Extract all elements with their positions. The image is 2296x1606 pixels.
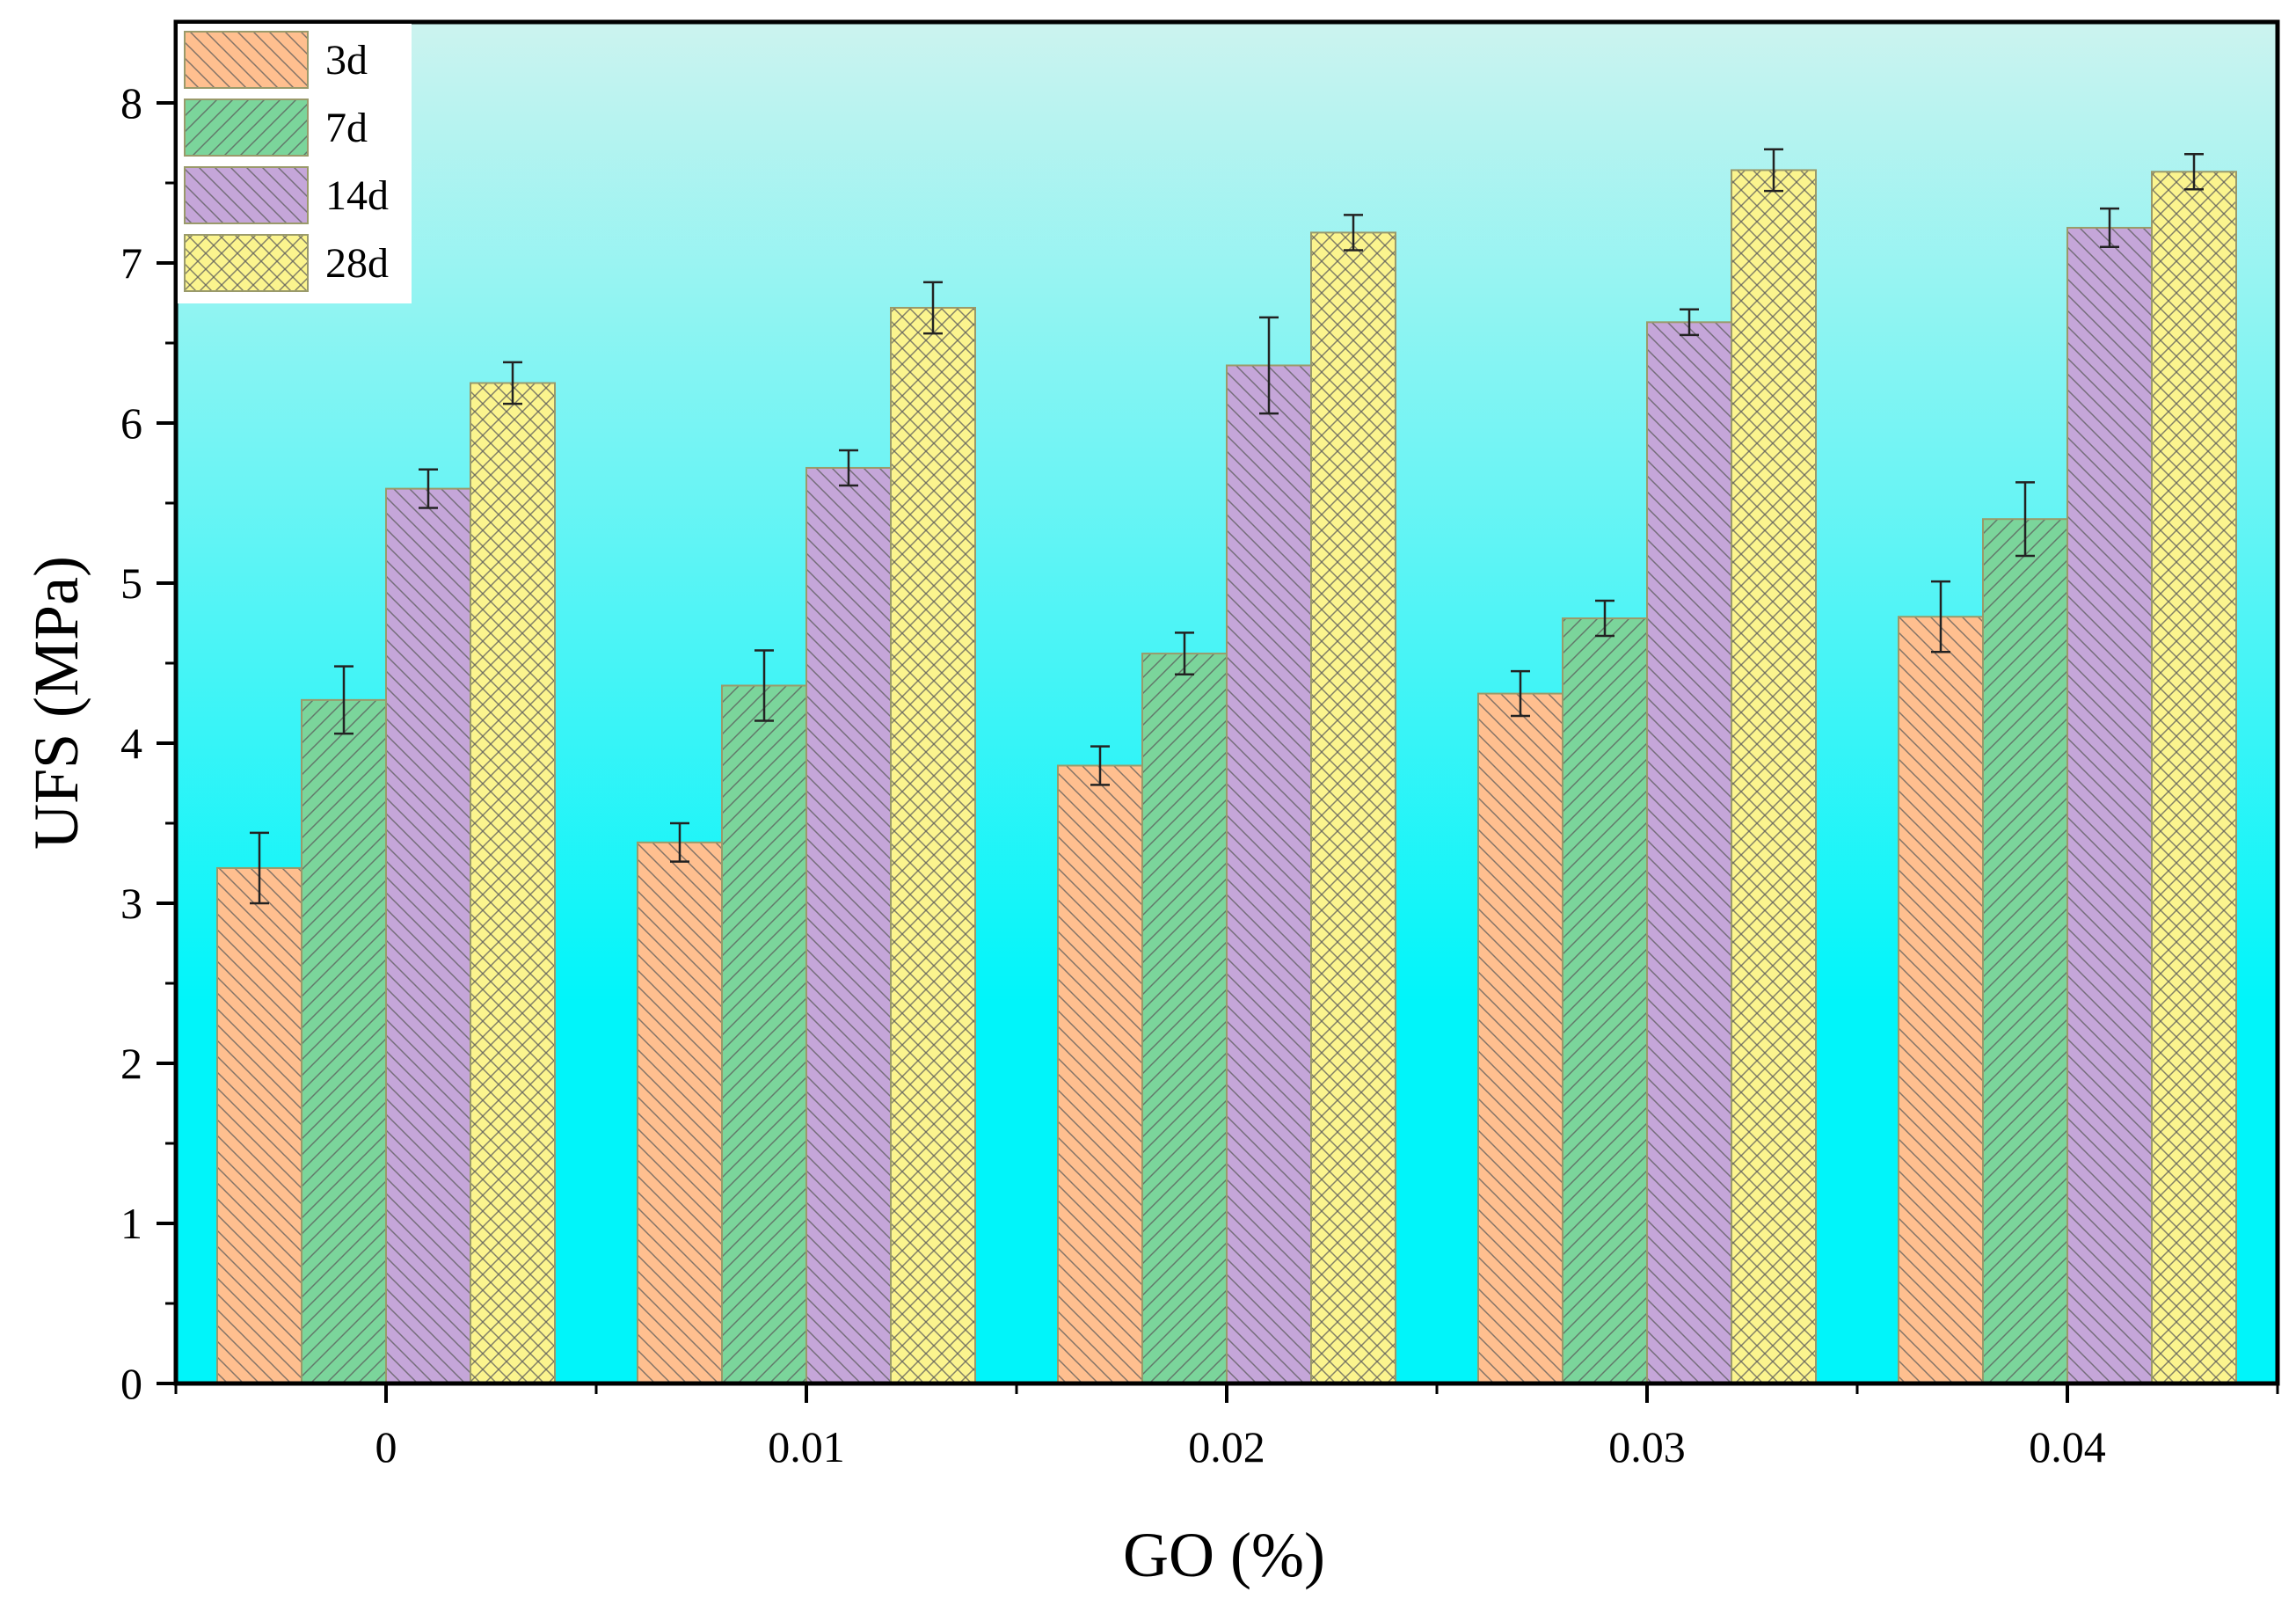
x-tick-label: 0.03 (1608, 1422, 1686, 1471)
legend-swatch (184, 234, 309, 292)
error-bars-layer (250, 148, 2204, 905)
error-bar-28d-0.03 (1764, 148, 1783, 193)
error-bar-14d-0.04 (2100, 207, 2119, 249)
bars-layer (216, 169, 2237, 1385)
error-bar-7d-0.04 (2015, 481, 2035, 558)
x-axis: 0 0.01 0.02 0.03 0.04 (174, 1383, 2279, 1471)
legend-label: 14d (325, 172, 389, 219)
x-tick-label: 0 (375, 1422, 397, 1471)
error-bar-14d-0.01 (839, 449, 858, 487)
error-bar-14d-0 (419, 468, 438, 509)
bar-28d-0.04 (2151, 171, 2237, 1384)
bar-14d-0.04 (2066, 226, 2153, 1385)
bar-14d-0.02 (1226, 364, 1312, 1385)
legend-label: 7d (325, 105, 368, 151)
error-bar-28d-0 (503, 361, 522, 405)
bar-7d-0.01 (721, 684, 807, 1384)
bar-3d-0.02 (1057, 764, 1143, 1384)
bar-28d-0.02 (1310, 231, 1396, 1384)
bar-14d-0 (385, 487, 471, 1384)
bar-3d-0.04 (1898, 616, 1984, 1384)
error-bar-28d-0.02 (1344, 214, 1363, 252)
y-tick-label: 1 (120, 1199, 142, 1248)
error-bar-7d-0 (334, 665, 354, 735)
bar-28d-0.01 (890, 306, 976, 1385)
y-tick-label: 2 (120, 1039, 142, 1088)
legend-item-14d: 14d (184, 166, 389, 224)
y-axis-title: UFS (MPa) (21, 556, 91, 850)
x-tick-label: 0.01 (768, 1422, 845, 1471)
y-tick-label: 8 (120, 78, 142, 128)
bar-28d-0 (470, 382, 556, 1384)
x-tick-label: 0.04 (2029, 1422, 2106, 1471)
error-bar-7d-0.01 (754, 649, 774, 722)
y-tick-label: 7 (120, 238, 142, 288)
bar-3d-0.03 (1477, 692, 1563, 1384)
legend-swatch (184, 166, 309, 224)
error-bar-28d-0.01 (923, 281, 943, 335)
y-tick-label: 3 (120, 879, 142, 928)
error-bar-14d-0.03 (1680, 308, 1699, 337)
y-tick-label: 6 (120, 398, 142, 448)
legend-label: 3d (325, 37, 368, 84)
bar-28d-0.03 (1731, 169, 1817, 1385)
legend: 3d 7d 14d 28d (178, 24, 412, 303)
bar-7d-0.04 (1982, 518, 2068, 1384)
error-bar-3d-0.04 (1931, 580, 1950, 653)
bar-7d-0.03 (1562, 617, 1648, 1384)
x-axis-title: GO (%) (1123, 1520, 1325, 1590)
bar-14d-0.03 (1646, 321, 1732, 1385)
error-bar-3d-0 (250, 831, 269, 905)
legend-item-28d: 28d (184, 234, 389, 292)
bar-7d-0 (301, 698, 387, 1384)
bar-14d-0.01 (805, 466, 892, 1385)
error-bar-7d-0.03 (1595, 599, 1614, 638)
error-bar-3d-0.01 (670, 821, 689, 863)
y-axis: 0 1 2 3 4 5 6 7 8 (120, 78, 176, 1408)
error-bar-28d-0.04 (2184, 152, 2204, 191)
bar-7d-0.02 (1141, 653, 1228, 1384)
y-tick-label: 4 (120, 719, 142, 768)
error-bar-14d-0.02 (1259, 316, 1279, 415)
legend-item-7d: 7d (184, 99, 368, 157)
x-tick-label: 0.02 (1188, 1422, 1265, 1471)
y-tick-label: 5 (120, 558, 142, 608)
legend-label: 28d (325, 240, 389, 287)
error-bar-3d-0.03 (1511, 669, 1530, 718)
error-bar-7d-0.02 (1175, 631, 1194, 675)
legend-item-3d: 3d (184, 31, 368, 89)
legend-swatch (184, 99, 309, 157)
bar-3d-0.01 (637, 841, 723, 1384)
error-bar-3d-0.02 (1090, 745, 1110, 786)
bar-3d-0 (216, 866, 302, 1384)
y-tick-label: 0 (120, 1359, 142, 1408)
legend-swatch (184, 31, 309, 89)
